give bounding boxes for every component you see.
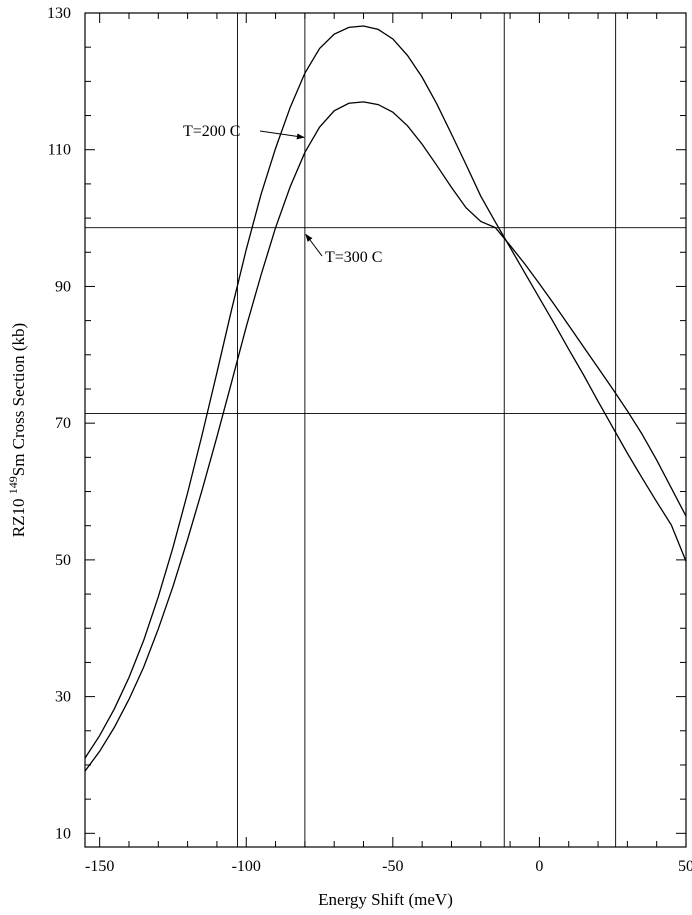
y-tick-labels: 10 30 50 70 90 110 130	[47, 5, 71, 842]
annotation-label-t300: T=300 C	[325, 249, 382, 266]
annotation-arrow-t200	[259, 130, 305, 140]
x-tick-labels: -150 -100 -50 0 50	[85, 858, 692, 875]
y-tick-label: 110	[48, 142, 71, 159]
annotations: T=200 C T=300 C	[183, 123, 382, 266]
y-tick-label: 30	[55, 689, 71, 706]
x-axis-title: Energy Shift (meV)	[318, 890, 453, 909]
y-axis-title-superscript: 149	[6, 476, 20, 494]
y-tick-label: 50	[55, 552, 71, 569]
x-tick-label: -150	[85, 858, 114, 875]
x-tick-label: 50	[678, 858, 692, 875]
y-axis-title-suffix: Sm Cross Section (kb)	[9, 323, 28, 476]
annotation-label-t200: T=200 C	[183, 123, 240, 140]
series-line-t300	[84, 101, 687, 772]
y-tick-label: 130	[47, 5, 71, 22]
y-tick-label: 70	[55, 415, 71, 432]
series-layer	[84, 25, 687, 772]
series-line-t200	[84, 25, 687, 759]
x-tick-label: 0	[535, 858, 543, 875]
y-axis-title-prefix: RZ10	[9, 494, 28, 537]
y-tick-label: 90	[55, 278, 71, 295]
ticks-layer	[85, 12, 687, 847]
x-tick-label: -100	[232, 858, 261, 875]
y-tick-label: 10	[55, 825, 71, 842]
reference-lines	[85, 13, 686, 847]
annotation-arrow-t300	[305, 233, 323, 257]
y-axis-title: RZ10 149Sm Cross Section (kb)	[6, 323, 28, 537]
x-tick-label: -50	[382, 858, 403, 875]
plot-frame	[84, 12, 687, 848]
